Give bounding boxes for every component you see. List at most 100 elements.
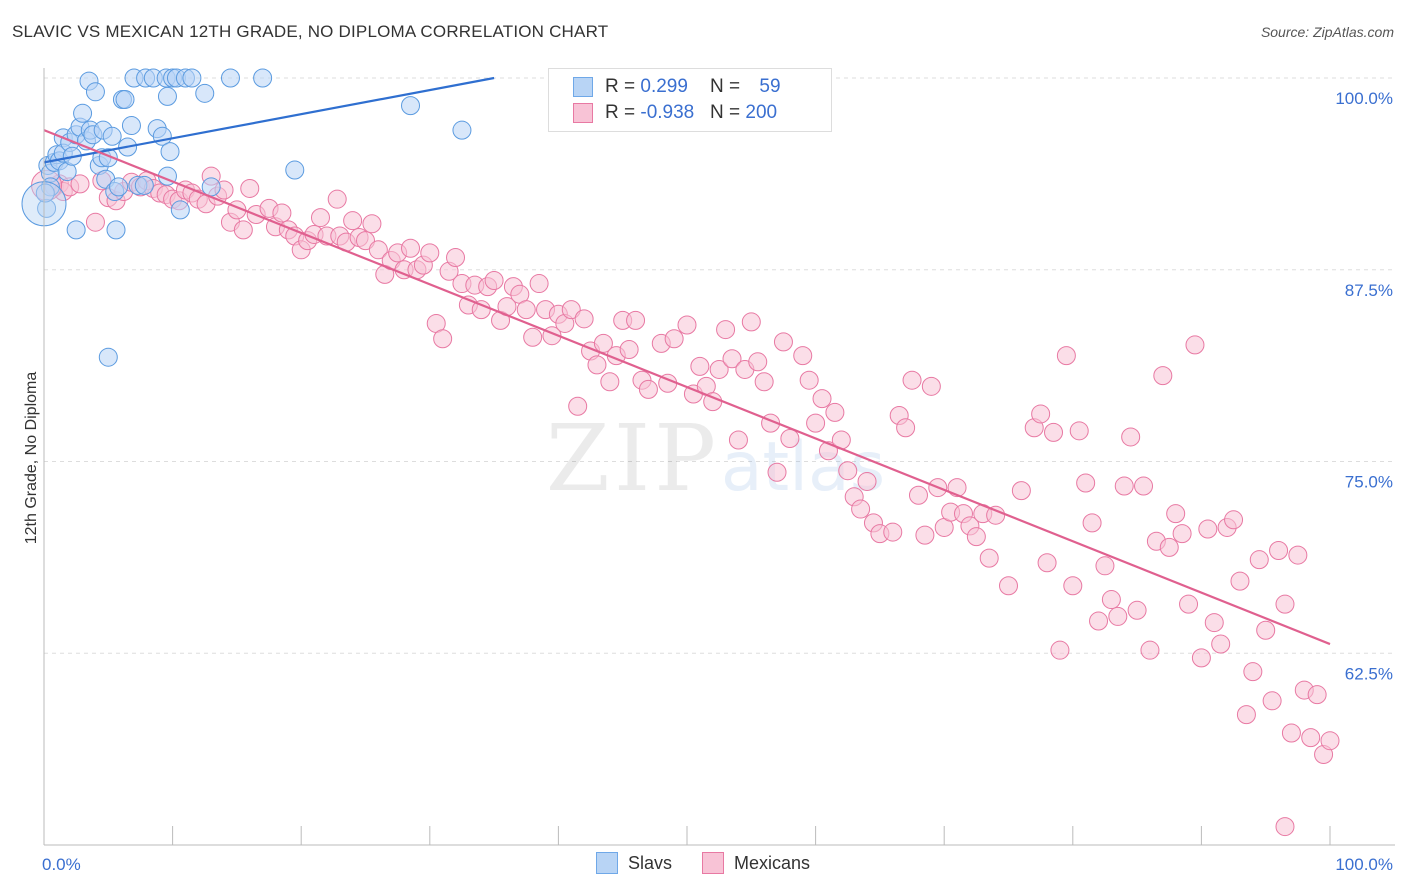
mexicans-point [1211,634,1231,654]
trend-lines [43,76,1331,646]
mexicans-point [1320,731,1340,751]
mexicans-point [748,352,768,372]
mexicans-point [1114,476,1134,496]
mexicans-r: R = -0.938 [605,102,695,123]
mexicans-point [1275,817,1295,837]
slavs-legend-label: Slavs [627,852,672,873]
y-tick-label: 75.0% [1345,473,1393,492]
mexicans-point [915,525,935,545]
slavs-point [182,68,202,88]
mexicans-point [1121,427,1141,447]
y-tick-label: 87.5% [1345,281,1393,300]
mexicans-trend-line [43,129,1331,646]
mexicans-n: N = 200 [710,102,778,123]
mexicans-point [1166,504,1186,524]
mexicans-point [806,413,826,433]
mexicans-point [754,372,774,392]
mexicans-point [310,208,330,228]
mexicans-point [1275,594,1295,614]
mexicans-point [1159,537,1179,557]
slavs-point [452,120,472,140]
slavs-point [160,142,180,162]
mexicans-point [1069,421,1089,441]
mexicans-point [1031,404,1051,424]
slavs-trend-line [43,76,495,164]
y-tick-label: 100.0% [1335,89,1393,108]
mexicans-point [979,548,999,568]
mexicans-point [966,527,986,547]
mexicans-point [1037,553,1057,573]
mexicans-point [722,349,742,369]
mexicans-point [1044,422,1064,442]
mexicans-point [600,372,620,392]
mexicans-point [1050,640,1070,660]
mexicans-point [574,309,594,329]
mexicans-point [1281,723,1301,743]
slavs-legend-swatch [595,852,618,874]
mexicans-point [1108,606,1128,626]
watermark-zip: ZIP [546,405,720,512]
mexicans-point [1127,600,1147,620]
mexicans-point [233,220,253,240]
mexicans-point [1172,524,1192,544]
slavs-point [220,68,240,88]
mexicans-point [1249,550,1269,570]
mexicans-point [716,320,736,340]
mexicans-point [1198,519,1218,539]
mexicans-point [921,376,941,396]
mexicans-point [1230,571,1250,591]
slavs-point [134,175,154,195]
slavs-point [115,89,135,109]
mexicans-point [1179,594,1199,614]
mexicans-point [1011,481,1031,501]
mexicans-point [1082,513,1102,533]
slavs-point [401,96,421,116]
mexicans-point [883,522,903,542]
mexicans-point [484,270,504,290]
mexicans-point [1095,556,1115,576]
mexicans-point [896,418,916,438]
mexicans-point [690,356,710,376]
mexicans-point [1185,335,1205,355]
mexicans-point [356,231,375,251]
mexicans-point [1301,728,1321,748]
mexicans-point [1076,473,1096,493]
mexicans-point [902,370,922,390]
slavs-point [285,160,305,180]
mexicans-point [999,576,1018,596]
mexicans-point [638,379,658,399]
x-tick-label-max: 100.0% [1335,855,1393,874]
mexicans-point [1056,346,1076,366]
mexicans-point [523,327,543,347]
mexicans-point [1256,620,1276,640]
mexicans-point [420,243,440,263]
slavs-point [66,220,86,240]
mexicans-point [529,274,549,294]
bottom-legend-slavs: Slavs [595,852,672,874]
slavs-r: R = 0.299 [605,76,688,97]
mexicans-point [767,462,787,482]
mexicans-point [1288,545,1308,565]
y-tick-label: 62.5% [1345,664,1393,683]
mexicans-point [908,485,928,505]
slavs-point [195,83,215,103]
mexicans-swatch [573,103,593,123]
mexicans-point [401,238,421,258]
slavs-point [73,103,93,123]
stats-legend: R = 0.299 N = 59 R = -0.938 N = 200 [548,68,832,132]
mexicans-point [1269,540,1289,560]
mexicans-point [664,329,684,349]
slavs-point [157,86,177,106]
mexicans-point [1089,611,1109,631]
mexicans-point [619,340,639,360]
mexicans-point [677,315,697,335]
mexicans-point [825,402,845,422]
x-tick-label-min: 0.0% [42,855,81,874]
slavs-swatch [573,77,593,97]
slavs-n: N = 59 [710,76,781,97]
mexicans-point [362,214,382,234]
mexicans-point [857,471,877,491]
slavs-point [109,177,129,197]
mexicans-point [741,312,761,332]
mexicans-point [728,430,748,450]
